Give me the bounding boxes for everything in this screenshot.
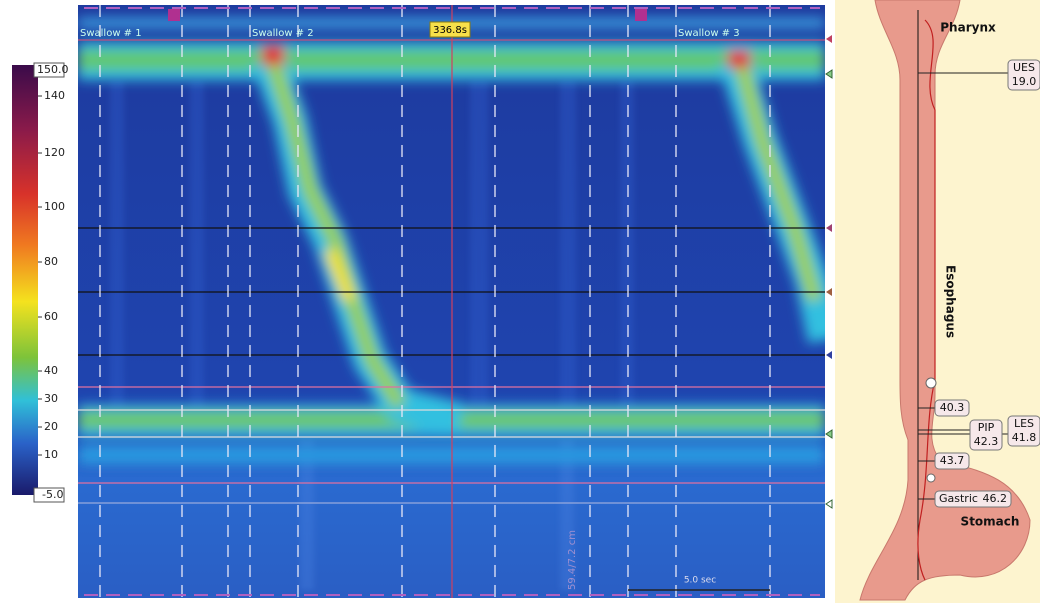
callout-value: 19.0 xyxy=(1012,75,1037,88)
sensor xyxy=(927,474,935,482)
colorbar-tick-label: 30 xyxy=(44,392,58,405)
colorbar-tick-label: 10 xyxy=(44,448,58,461)
colorbar-tick-label: 60 xyxy=(44,310,58,323)
callout-name: PIP xyxy=(978,421,995,434)
callout-name: LES xyxy=(1014,417,1034,430)
callout-value: 42.3 xyxy=(974,435,999,448)
swallow-label: Swallow # 3 xyxy=(678,28,740,39)
colorbar-tick-label: 80 xyxy=(44,255,58,268)
callout-value: 40.3 xyxy=(940,401,965,414)
depth-label: 59.4/7.2 cm xyxy=(567,530,578,590)
swallow-label: Swallow # 2 xyxy=(252,28,314,39)
anatomy-label: Esophagus xyxy=(944,265,958,338)
colorbar-tick-label: 140 xyxy=(44,89,65,102)
sensor-arrows xyxy=(826,35,832,508)
colorbar-min: -5.0 xyxy=(42,488,63,501)
callout-value: 41.8 xyxy=(1012,431,1037,444)
colorbar xyxy=(12,65,38,495)
anatomy-label: Pharynx xyxy=(940,21,996,35)
scale-bar-label: 5.0 sec xyxy=(684,576,716,586)
event-icon xyxy=(168,9,180,21)
colorbar-tick-label: 20 xyxy=(44,420,58,433)
colorbar-tick-label: 100 xyxy=(44,200,65,213)
callout-name: UES xyxy=(1013,61,1035,74)
colorbar-tick-label: 120 xyxy=(44,146,65,159)
manometry-screen: 150.0 140 120 100 80 60 40 30 20 10 -5.0 xyxy=(0,0,1040,603)
sensor xyxy=(926,378,936,388)
callout-value: 43.7 xyxy=(940,454,965,467)
callout-name: Gastric xyxy=(939,492,978,505)
callout-value: 46.2 xyxy=(983,492,1008,505)
anatomy-label: Stomach xyxy=(961,515,1020,529)
colorbar-tick-label: 40 xyxy=(44,364,58,377)
colorbar-max: 150.0 xyxy=(37,63,69,76)
time-marker: 336.8s xyxy=(433,25,467,36)
swallow-label: Swallow # 1 xyxy=(80,28,142,39)
event-icon xyxy=(635,9,647,21)
